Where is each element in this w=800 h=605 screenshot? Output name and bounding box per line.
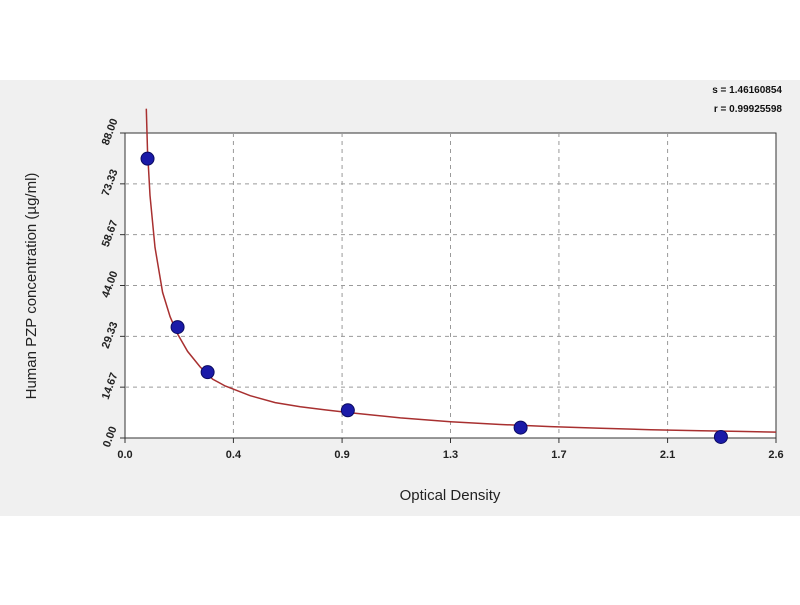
x-tick-labels: 0.0 0.4 0.9 1.3 1.7 2.1 2.6 [117,449,783,461]
data-point [200,365,215,380]
fit-curve-layer [145,108,777,433]
x-axis-title: Optical Density [400,487,501,504]
data-points [140,151,728,444]
x-tick-label: 1.3 [443,449,458,461]
grid-lines [120,132,777,443]
data-point [513,420,528,435]
data-point [340,403,355,418]
x-tick-label: 0.0 [117,449,132,461]
x-tick-label: 1.7 [551,449,566,461]
x-tick-label: 2.6 [768,449,783,461]
data-point [170,320,185,335]
stat-s-label: s = 1.46160854 [712,85,782,96]
x-tick-label: 0.9 [334,449,349,461]
x-tick-label: 0.4 [226,449,242,461]
fit-curve [145,108,777,433]
data-point [713,429,728,444]
data-point [140,151,155,166]
y-axis-title: Human PZP concentration (µg/ml) [23,173,40,400]
x-tick-label: 2.1 [660,449,675,461]
stat-r-label: r = 0.99925598 [714,104,783,115]
